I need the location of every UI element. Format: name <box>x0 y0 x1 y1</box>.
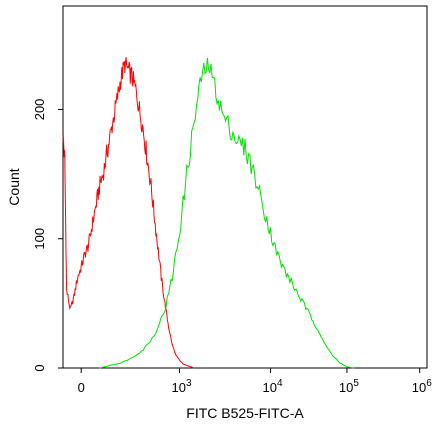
y-tick-label: 0 <box>32 364 47 371</box>
y-axis-ticks: 0 100 200 <box>32 99 63 372</box>
x-tick-label: 0 <box>78 380 85 395</box>
x-tick-label: 104 <box>262 378 282 395</box>
series-line-1 <box>62 57 195 369</box>
x-axis-ticks: 0 103 104 105 106 <box>78 368 432 395</box>
series-layer <box>62 57 355 369</box>
x-tick-label: 106 <box>412 378 432 395</box>
series-line-2 <box>99 57 355 369</box>
y-tick-label: 100 <box>32 228 47 250</box>
x-tick-label: 103 <box>171 378 191 395</box>
y-tick-label: 200 <box>32 99 47 121</box>
x-tick-label: 105 <box>339 378 359 395</box>
plot-frame <box>62 5 428 369</box>
y-axis-label: Count <box>6 168 22 205</box>
x-axis-label: FITC B525-FITC-A <box>186 405 304 421</box>
